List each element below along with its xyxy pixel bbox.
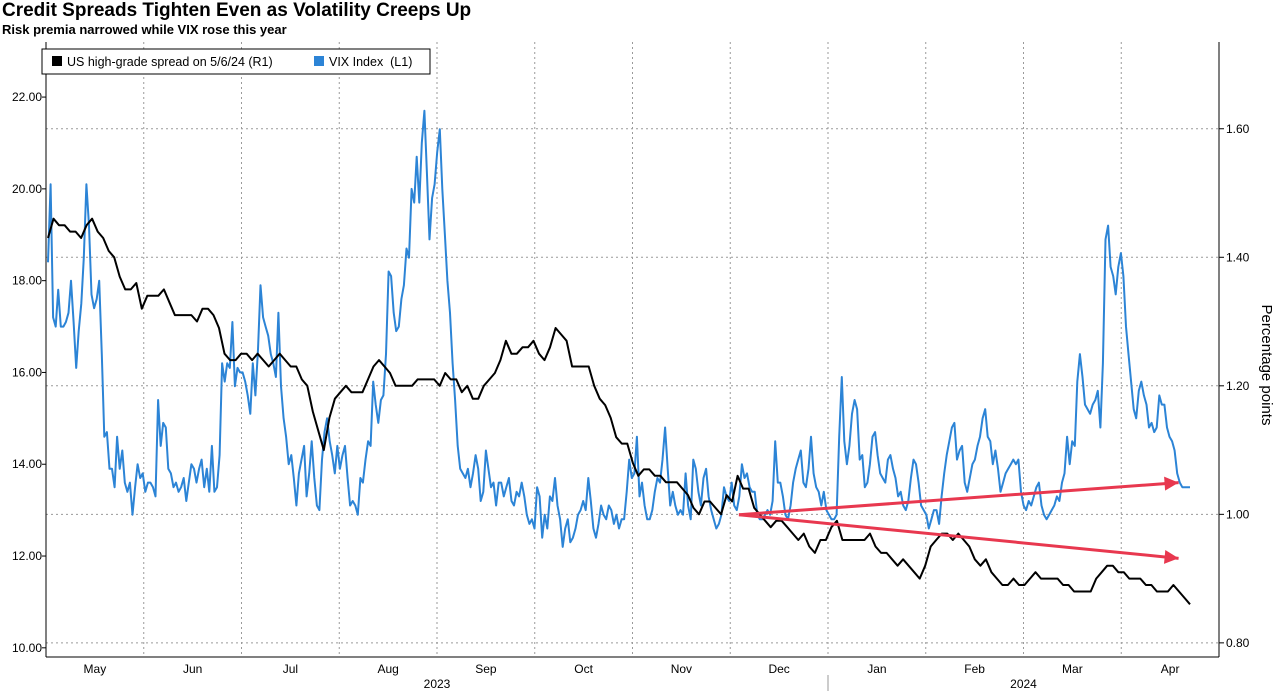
annotation-layer [738, 476, 1179, 564]
right-tick-label: 1.60 [1226, 122, 1250, 136]
x-axis-ticks: May Jun Jul Aug Sep Oct Nov Dec Jan Feb Mar Apr 2023… [84, 662, 1180, 691]
series-line-spread [47, 217, 1191, 605]
month-label: Sep [475, 662, 497, 676]
series-layer [47, 109, 1191, 605]
month-label: Apr [1161, 662, 1180, 676]
left-tick-label: 12.00 [12, 549, 42, 563]
month-label: Nov [671, 662, 692, 676]
legend-box [41, 48, 431, 75]
right-axis-ticks: 0.80 1.00 1.20 1.40 1.60 [1219, 122, 1250, 650]
grid-lines [46, 42, 1219, 657]
month-label: Aug [377, 662, 398, 676]
annotation-arrow-head [1164, 550, 1179, 564]
right-tick-label: 1.40 [1226, 250, 1250, 264]
annotation-arrow-shaft [738, 481, 1179, 517]
right-tick-label: 1.20 [1226, 379, 1250, 393]
month-label: Jul [283, 662, 298, 676]
left-tick-label: 18.00 [12, 274, 42, 288]
chart-subtitle: Risk premia narrowed while VIX rose this… [2, 22, 287, 37]
annotation-arrow-head [1164, 476, 1179, 491]
left-tick-label: 14.00 [12, 457, 42, 471]
left-tick-label: 20.00 [12, 182, 42, 196]
left-tick-label: 16.00 [12, 365, 42, 379]
month-label: Jun [183, 662, 202, 676]
left-tick-label: 22.00 [12, 90, 42, 104]
right-tick-label: 0.80 [1226, 636, 1250, 650]
axes [45, 42, 1220, 658]
legend-swatch-spread [52, 56, 62, 66]
right-axis-label: Percentage points [1258, 305, 1275, 426]
left-axis-ticks: 10.00 12.00 14.00 16.00 18.00 20.00 22.00 [12, 90, 46, 655]
month-label: Feb [964, 662, 985, 676]
month-label: Oct [574, 662, 593, 676]
month-label: May [84, 662, 107, 676]
left-tick-label: 10.00 [12, 641, 42, 655]
legend: US high-grade spread on 5/6/24 (R1) VIX … [41, 48, 431, 75]
year-label: 2023 [424, 677, 451, 691]
month-label: Jan [867, 662, 886, 676]
month-label: Dec [768, 662, 789, 676]
month-label: Mar [1062, 662, 1083, 676]
legend-label-spread: US high-grade spread on 5/6/24 (R1) [67, 55, 273, 69]
series-line-vix [47, 109, 1190, 548]
legend-label-vix: VIX Index (L1) [329, 55, 412, 69]
legend-swatch-vix [314, 56, 324, 66]
annotation-arrow-shaft [738, 513, 1179, 560]
year-label: 2024 [1010, 677, 1037, 691]
chart-title: Credit Spreads Tighten Even as Volatilit… [2, 0, 472, 21]
right-tick-label: 1.00 [1226, 507, 1250, 521]
